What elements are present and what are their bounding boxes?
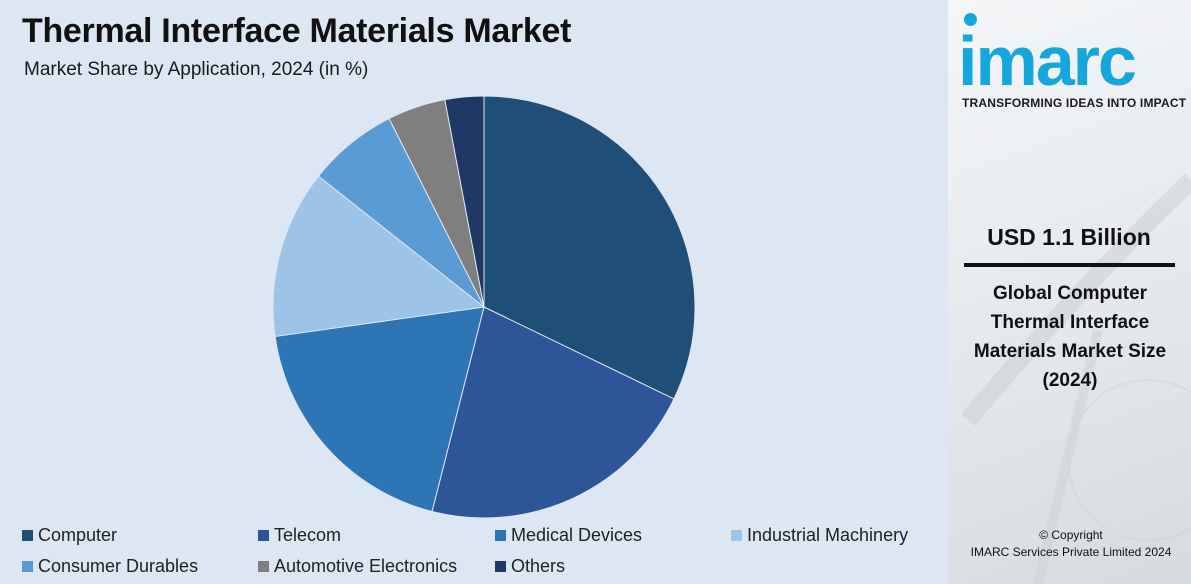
imarc-logo: imarc	[958, 22, 1137, 100]
legend-swatch	[22, 530, 33, 541]
legend-label: Telecom	[274, 525, 342, 545]
chart-panel: Thermal Interface Materials Market Marke…	[0, 0, 948, 584]
logo-dot	[964, 13, 977, 26]
legend-label: Industrial Machinery	[747, 525, 909, 545]
side-panel: imarc TRANSFORMING IDEAS INTO IMPACT USD…	[948, 0, 1191, 584]
legend-label: Automotive Electronics	[274, 556, 458, 576]
legend-swatch	[731, 530, 742, 541]
pie-slice-industrial-machinery	[272, 175, 486, 338]
copyright-line-2: IMARC Services Private Limited 2024	[970, 545, 1172, 559]
legend-swatch	[495, 561, 506, 572]
pie-slice-telecom	[431, 306, 675, 519]
legend-item-others: Others	[495, 556, 565, 577]
divider	[964, 263, 1175, 267]
legend-item-medical-devices: Medical Devices	[495, 525, 642, 546]
legend-swatch	[258, 530, 269, 541]
legend-label: Medical Devices	[511, 525, 643, 545]
background-decoration	[961, 173, 1191, 584]
chart-title: Thermal Interface Materials Market	[22, 12, 572, 50]
pie-slice-computer	[483, 95, 696, 400]
legend-item-telecom: Telecom	[258, 525, 341, 546]
pie-slice-others	[444, 95, 485, 308]
legend-swatch	[258, 561, 269, 572]
copyright: © Copyright IMARC Services Private Limit…	[958, 527, 1184, 561]
legend-item-computer: Computer	[22, 525, 117, 546]
pie-chart	[272, 95, 696, 519]
market-description: Global Computer Thermal Interface Materi…	[973, 283, 1167, 391]
legend-item-industrial-machinery: Industrial Machinery	[731, 525, 908, 546]
legend-swatch	[22, 561, 33, 572]
chart-subtitle: Market Share by Application, 2024 (in %)	[24, 59, 369, 80]
logo-tagline: TRANSFORMING IDEAS INTO IMPACT	[962, 96, 1187, 110]
pie-slice-medical-devices	[274, 306, 485, 513]
legend-item-consumer-durables: Consumer Durables	[22, 556, 198, 577]
market-value: USD 1.1 Billion	[987, 224, 1151, 250]
legend-label: Computer	[38, 525, 118, 545]
legend-swatch	[495, 530, 506, 541]
legend-label: Others	[511, 556, 566, 576]
legend-label: Consumer Durables	[38, 556, 199, 576]
legend-item-automotive-electronics: Automotive Electronics	[258, 556, 457, 577]
copyright-line-1: © Copyright	[1039, 528, 1103, 542]
